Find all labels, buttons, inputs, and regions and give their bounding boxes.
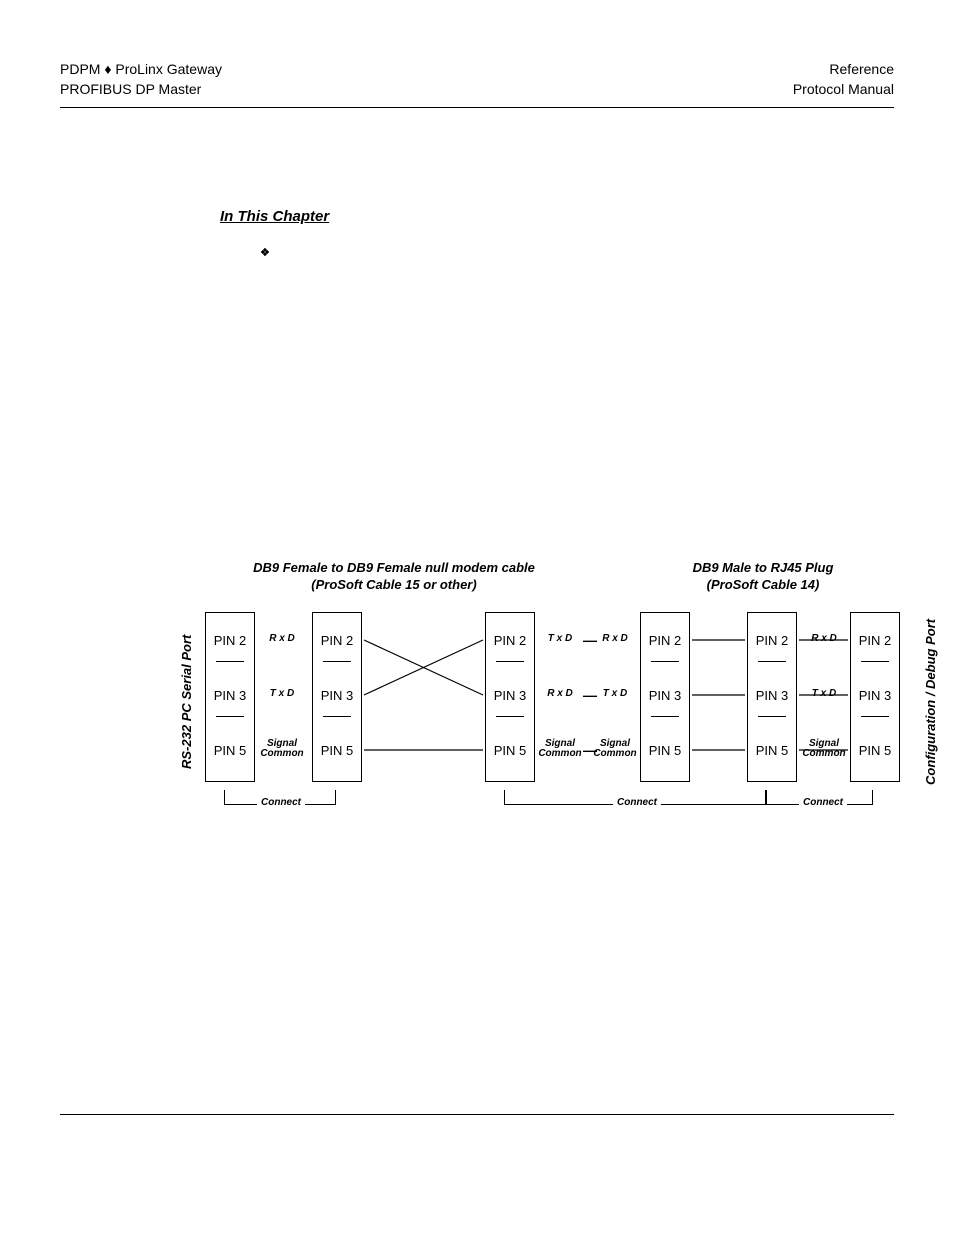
- signal-common: Signal Common: [260, 739, 304, 760]
- divider: [216, 716, 244, 717]
- connector-nm-a: PIN 2 PIN 3 PIN 5: [312, 612, 362, 782]
- pin-5: PIN 5: [641, 743, 689, 758]
- signal-txd: T x D: [802, 689, 846, 700]
- footer-rule: [60, 1114, 894, 1115]
- pin-2: PIN 2: [313, 633, 361, 648]
- pin-5: PIN 5: [851, 743, 899, 758]
- header: PDPM ♦ ProLinx Gateway PROFIBUS DP Maste…: [60, 60, 894, 108]
- pin-3: PIN 3: [851, 688, 899, 703]
- pin-5: PIN 5: [206, 743, 254, 758]
- connector-nm-b: PIN 2 PIN 3 PIN 5: [485, 612, 535, 782]
- signal-rxd: R x D: [593, 634, 637, 645]
- cable-label-rj45: DB9 Male to RJ45 Plug (ProSoft Cable 14): [613, 560, 913, 594]
- divider: [323, 716, 351, 717]
- pin-3: PIN 3: [486, 688, 534, 703]
- cable-label-nullmodem: DB9 Female to DB9 Female null modem cabl…: [185, 560, 603, 594]
- header-right-2: Protocol Manual: [793, 80, 894, 100]
- signal-common: Signal Common: [593, 739, 637, 760]
- signal-common: Signal Common: [538, 739, 582, 760]
- diagram-row: RS-232 PC Serial Port Configuration / De…: [185, 612, 945, 792]
- divider: [496, 661, 524, 662]
- divider: [861, 661, 889, 662]
- connect-label: Connect: [799, 797, 847, 808]
- divider: [861, 716, 889, 717]
- connect-label: Connect: [613, 797, 661, 808]
- pin-2: PIN 2: [641, 633, 689, 648]
- section-title: In This Chapter: [220, 208, 894, 225]
- divider: [758, 716, 786, 717]
- cable-label-1-line1: DB9 Female to DB9 Female null modem cabl…: [253, 560, 535, 575]
- connector-debug: PIN 2 PIN 3 PIN 5: [850, 612, 900, 782]
- header-left-2: PROFIBUS DP Master: [60, 80, 222, 100]
- connect-label: Connect: [257, 797, 305, 808]
- port-label-right: Configuration / Debug Port: [923, 617, 938, 787]
- cable-label-2-line1: DB9 Male to RJ45 Plug: [693, 560, 834, 575]
- pin-2: PIN 2: [206, 633, 254, 648]
- pin-5: PIN 5: [486, 743, 534, 758]
- page: PDPM ♦ ProLinx Gateway PROFIBUS DP Maste…: [0, 0, 954, 1235]
- connector-pc: PIN 2 PIN 3 PIN 5: [205, 612, 255, 782]
- header-left: PDPM ♦ ProLinx Gateway PROFIBUS DP Maste…: [60, 60, 222, 99]
- pin-2: PIN 2: [851, 633, 899, 648]
- pin-5: PIN 5: [313, 743, 361, 758]
- header-left-1: PDPM ♦ ProLinx Gateway: [60, 60, 222, 80]
- divider: [216, 661, 244, 662]
- pin-2: PIN 2: [748, 633, 796, 648]
- signal-txd: T x D: [593, 689, 637, 700]
- wiring-diagram: DB9 Female to DB9 Female null modem cabl…: [185, 560, 945, 792]
- divider: [323, 661, 351, 662]
- signal-rxd: R x D: [260, 634, 304, 645]
- header-right-1: Reference: [793, 60, 894, 80]
- cable-label-2-line2: (ProSoft Cable 14): [707, 577, 820, 592]
- pin-5: PIN 5: [748, 743, 796, 758]
- divider: [496, 716, 524, 717]
- signal-rxd: R x D: [802, 634, 846, 645]
- pin-2: PIN 2: [486, 633, 534, 648]
- pin-3: PIN 3: [641, 688, 689, 703]
- cable-label-1-line2: (ProSoft Cable 15 or other): [311, 577, 476, 592]
- connector-db9m: PIN 2 PIN 3 PIN 5: [640, 612, 690, 782]
- cable-labels: DB9 Female to DB9 Female null modem cabl…: [185, 560, 945, 594]
- divider: [758, 661, 786, 662]
- signal-txd: T x D: [260, 689, 304, 700]
- pin-3: PIN 3: [206, 688, 254, 703]
- divider: [651, 716, 679, 717]
- port-label-left: RS-232 PC Serial Port: [179, 617, 194, 787]
- signal-txd: T x D: [538, 634, 582, 645]
- signal-common: Signal Common: [802, 739, 846, 760]
- pin-3: PIN 3: [748, 688, 796, 703]
- header-right: Reference Protocol Manual: [793, 60, 894, 99]
- connector-rj45: PIN 2 PIN 3 PIN 5: [747, 612, 797, 782]
- signal-rxd: R x D: [538, 689, 582, 700]
- divider: [651, 661, 679, 662]
- pin-3: PIN 3: [313, 688, 361, 703]
